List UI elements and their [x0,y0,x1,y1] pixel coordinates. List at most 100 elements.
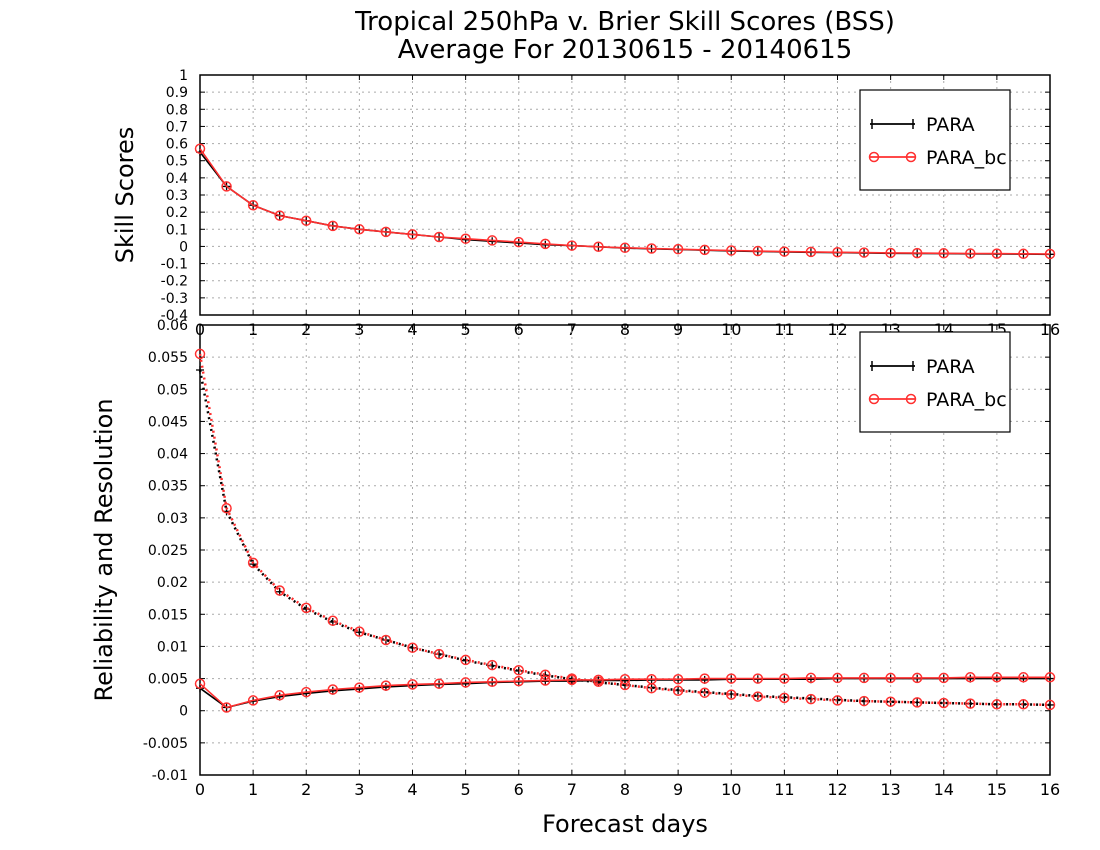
legend-marker-circle [868,393,880,405]
data-point-para-bc [566,240,578,251]
data-point-para-bc [938,697,949,709]
reliability-resolution-panel: -0.01 -0.005 0 0.005 0.01 0.015 0.02 0.025 0.03 0… [90,318,1060,799]
y-tick-label: -0.3 [161,291,188,307]
data-point-para-bc [1044,699,1056,711]
y-tick-label: -0.005 [143,736,188,752]
legend-label: PARA [926,114,975,136]
skill-scores-panel: -0.4-0.3-0.2-0.100.10.20.30.40.50.60.70.… [111,68,1060,339]
x-tick-label: 8 [620,780,630,799]
y-tick-label: -0.2 [161,274,188,290]
y-tick-label: 0.9 [166,85,188,101]
data-point-para-bc [380,226,392,238]
data-point-para-bc [194,348,206,360]
data-point-para-bc [460,654,471,666]
data-point-para-bc [433,648,445,660]
data-point-para-bc [779,246,790,257]
legend-marker-circle [905,393,917,405]
y-tick-label: 0.035 [148,479,188,495]
x-tick-label: 10 [721,780,741,799]
y-tick-label: 0.04 [157,447,188,463]
y-tick-label: 0.7 [166,119,188,135]
data-point-para-bc [486,659,498,671]
data-point-para [514,666,523,675]
y-tick-label: 0 [179,239,188,255]
y-tick-label: 0.055 [148,350,188,366]
data-point-para-bc [433,231,445,243]
data-point-para-bc [513,664,524,676]
x-tick-label: 1 [248,780,258,799]
data-point-para-bc [646,243,657,254]
legend-label: PARA [926,356,975,378]
data-point-para-bc [327,684,339,695]
legend-marker-plus [871,119,914,129]
data-point-para-bc [991,248,1003,259]
y-tick-label: 0.025 [148,543,188,559]
data-point-para-bc [566,674,578,686]
series-line-para-bc [198,353,1051,707]
data-point-para-bc [247,200,259,211]
data-point-para-bc [221,702,232,713]
x-tick-label: 3 [354,780,364,799]
legend-marker-plus [871,361,914,371]
data-point-para-bc [832,247,843,258]
x-tick-label: 5 [461,780,471,799]
data-point-para-bc [619,673,631,685]
y-tick-label: -0.1 [161,257,188,273]
data-point-para-bc [513,675,524,687]
data-point-para-bc [593,674,604,686]
data-point-para-bc [805,246,817,258]
data-point-para-bc [991,672,1003,683]
data-point-para-bc [699,687,710,698]
data-point-para-bc [301,602,312,614]
data-point-para-bc [832,672,843,684]
x-tick-label: 14 [934,780,954,799]
data-point-para-bc [354,224,365,235]
y-tick-label: 1 [179,68,188,84]
data-point-para-bc [194,678,206,689]
y-tick-label: 0.4 [166,171,188,187]
data-point-para-bc [460,233,471,244]
data-point-para-bc [433,678,445,689]
legend-marker-circle [905,151,917,163]
data-point-para-bc [752,691,764,702]
y-tick-label: 0.3 [166,188,188,204]
x-tick-label: 4 [407,780,417,799]
data-point-para-bc [965,248,976,259]
data-point-para-bc [911,672,923,684]
data-point-para-bc [911,247,923,259]
series-line-para-bc [199,148,1051,255]
data-point-para-bc [938,248,949,259]
data-point-para-bc [593,241,604,253]
x-tick-label: 2 [301,780,311,799]
data-point-para-bc [301,686,312,698]
x-tick-label: 13 [880,780,900,799]
legend-label: PARA_bc [926,147,1007,169]
legend-box [859,89,1011,191]
x-tick-label: 15 [987,780,1007,799]
data-point-para-bc [327,220,339,232]
data-point-para-bc [752,673,764,684]
data-point-para-bc [699,244,710,256]
data-point-para-bc [672,685,684,697]
y-tick-label: 0.02 [157,575,188,591]
y-tick-label: 0.5 [166,154,188,170]
y-tick-label: 0.015 [148,607,188,623]
data-point-para [196,366,204,374]
data-point-para-bc [513,236,524,248]
y-tick-label: 0.03 [157,511,188,527]
data-point-para-bc [247,695,259,706]
data-point-para-bc [274,585,285,596]
y-tick-label: 0.005 [148,672,188,688]
data-point-para-bc [540,675,551,686]
data-point-para-bc [832,695,843,706]
data-point-para-bc [274,210,285,221]
y-tick-label: 0.06 [157,318,188,334]
data-point-para [1046,700,1054,709]
y-tick-label: 0.2 [166,205,188,221]
y-axis-label: Skill Scores [111,127,139,264]
y-tick-label: -0.4 [161,308,188,324]
y-tick-label: 0.1 [166,222,188,238]
chart-title-line2: Average For 20130615 - 20140615 [398,35,853,65]
data-point-para [435,650,444,659]
